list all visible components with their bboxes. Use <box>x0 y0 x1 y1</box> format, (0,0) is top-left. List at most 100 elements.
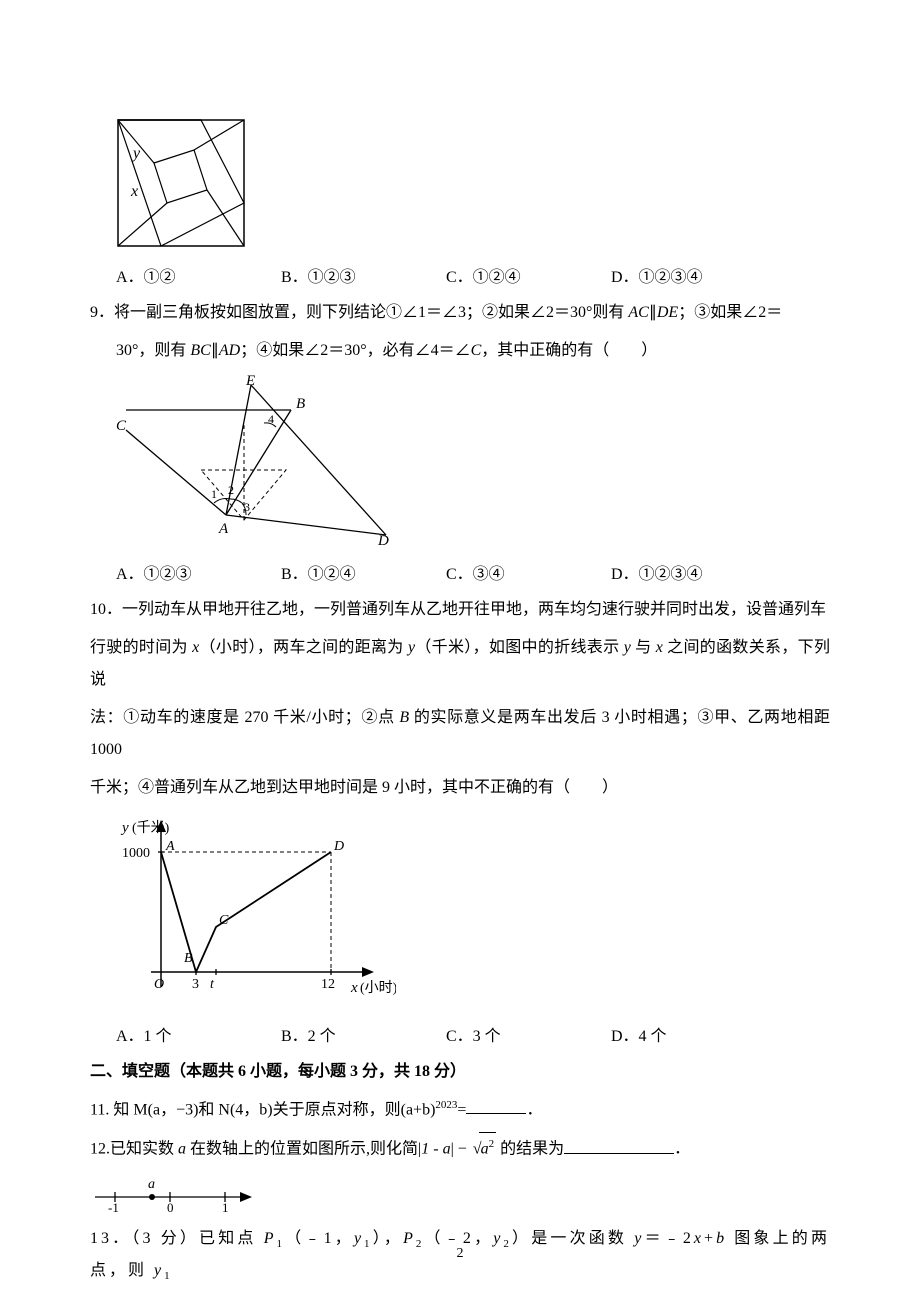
q10-l1: 10．一列动车从甲地开往乙地，一列普通列车从乙地开往甲地，两车均匀速行驶并同时出… <box>90 601 826 618</box>
q13-a: 13．（3 分）已知点 <box>90 1230 264 1247</box>
q13-y2: y <box>493 1230 503 1247</box>
svg-text:(小时): (小时) <box>360 980 396 996</box>
q12-a-it: a <box>178 1141 186 1158</box>
q10-l2x2: x <box>656 639 663 656</box>
section-2-title: 二、填空题（本题共 6 小题，每小题 3 分，共 18 分） <box>90 1056 830 1088</box>
q8-option-d: D．①②③④ <box>611 263 776 287</box>
svg-text:12: 12 <box>321 977 335 992</box>
q12-blank <box>564 1138 674 1154</box>
q10-l2y2: y <box>624 639 631 656</box>
svg-text:E: E <box>245 375 255 389</box>
svg-text:y: y <box>120 820 129 836</box>
q12-abs: |1 - a| <box>418 1141 454 1158</box>
q13-c: ）， <box>373 1230 404 1247</box>
q12-b: 在数轴上的位置如图所示,则化简 <box>186 1141 418 1158</box>
svg-text:O: O <box>154 977 164 992</box>
q9-option-b: B．①②④ <box>281 560 446 584</box>
q13-x: x <box>694 1230 704 1247</box>
q9-cont-1: 30°，则有 <box>116 342 190 359</box>
q11: 11. 知 M(a，−3)和 N(4，b)关于原点对称，则(a+b)2023= ． <box>90 1094 830 1126</box>
svg-text:(千米): (千米) <box>132 820 170 836</box>
q9-option-a: A．①②③ <box>116 560 281 584</box>
q13-b: （﹣1， <box>285 1230 354 1247</box>
svg-text:t: t <box>210 977 215 992</box>
svg-text:x: x <box>350 980 358 996</box>
q10-line1: 10．一列动车从甲地开往乙地，一列普通列车从乙地开往甲地，两车均匀速行驶并同时出… <box>90 594 830 626</box>
q12-minus: − <box>454 1141 471 1158</box>
q9-ad: AD <box>219 342 240 359</box>
q12-c: 的结果为 <box>496 1141 564 1158</box>
q10-line3: 法：①动车的速度是 270 千米/小时；②点 B 的实际意义是两车出发后 3 小… <box>90 702 830 766</box>
q10-l2b: （小时），两车之间的距离为 <box>199 639 408 656</box>
q12: 12.已知实数 a 在数轴上的位置如图所示,则化简|1 - a| − √a2 的… <box>90 1132 830 1165</box>
q12-sqrt-exp: 2 <box>489 1138 495 1150</box>
q10-option-a: A．1 个 <box>116 1022 281 1046</box>
q10-line4: 千米；④普通列车从乙地到达甲地时间是 9 小时，其中不正确的有（ ） <box>90 772 830 804</box>
svg-text:B: B <box>296 396 305 412</box>
svg-text:2: 2 <box>228 483 234 497</box>
q11-a: 11. 知 M(a，−3)和 N(4，b)关于原点对称，则(a+b) <box>90 1101 435 1118</box>
q9-de: DE <box>657 304 678 321</box>
q9-c: C <box>471 342 482 359</box>
q9-ac: AC <box>628 304 648 321</box>
q9-bc: BC <box>190 342 210 359</box>
svg-text:0: 0 <box>167 1200 174 1212</box>
page-number: 2 <box>0 1246 920 1262</box>
svg-text:C: C <box>116 418 127 434</box>
q13-yend: y <box>154 1262 164 1279</box>
q11-b: = <box>457 1101 466 1118</box>
q11-c: ． <box>526 1101 542 1118</box>
svg-text:A: A <box>165 839 175 854</box>
q9-figure: A B C D E 1 2 3 4 <box>116 375 830 550</box>
q8-option-c: C．①②④ <box>446 263 611 287</box>
q9-text-2: ；③如果∠2＝ <box>678 304 782 321</box>
q8-label-y: y <box>131 145 141 162</box>
q8-figure: y x <box>116 118 830 253</box>
svg-text:3: 3 <box>192 977 199 992</box>
svg-text:1: 1 <box>211 487 217 501</box>
svg-text:-1: -1 <box>108 1200 119 1212</box>
q12-sqrt-a: a <box>481 1141 489 1158</box>
svg-text:1: 1 <box>222 1200 229 1212</box>
q13-e: ）是一次函数 <box>512 1230 634 1247</box>
q10-option-c: C．3 个 <box>446 1022 611 1046</box>
q9-continued: 30°，则有 BC∥AD；④如果∠2＝30°，必有∠4＝∠C，其中正确的有（ ） <box>116 335 830 367</box>
q11-exp: 2023 <box>435 1099 457 1111</box>
q13-p2: P <box>403 1230 416 1247</box>
svg-text:a: a <box>148 1177 155 1192</box>
svg-text:C: C <box>219 913 229 928</box>
q9-text-1: 9．将一副三角板按如图放置，则下列结论①∠1＝∠3；②如果∠2＝30°则有 <box>90 304 628 321</box>
svg-text:4: 4 <box>268 412 274 426</box>
q10-figure: y (千米) x (小时) 1000 A B C D O 3 t 12 <box>116 812 830 1012</box>
svg-text:A: A <box>218 521 229 537</box>
q9-options: A．①②③ B．①②④ C．③④ D．①②③④ <box>116 560 830 584</box>
q13-plus: + <box>704 1230 716 1247</box>
q10-options: A．1 个 B．2 个 C．3 个 D．4 个 <box>116 1022 830 1046</box>
q12-a: 12.已知实数 <box>90 1141 178 1158</box>
q12-sqrt: √a2 <box>471 1132 496 1165</box>
q8-options: A．①② B．①②③ C．①②④ D．①②③④ <box>116 263 830 287</box>
q8-label-x: x <box>130 183 138 200</box>
num-line-svg: a -1 0 1 <box>90 1172 260 1212</box>
svg-text:D: D <box>333 839 344 854</box>
q10-l2a: 行驶的时间为 <box>90 639 192 656</box>
q12-abs-a: a <box>443 1141 451 1158</box>
q10-l2d: 与 <box>631 639 656 656</box>
q13-d: （﹣2， <box>424 1230 493 1247</box>
q10-line2: 行驶的时间为 x（小时），两车之间的距离为 y（千米），如图中的折线表示 y 与… <box>90 632 830 696</box>
q11-blank <box>466 1098 526 1114</box>
q9-diagram-svg: A B C D E 1 2 3 4 <box>116 375 396 545</box>
q8-option-a: A．①② <box>116 263 281 287</box>
q10-chart-svg: y (千米) x (小时) 1000 A B C D O 3 t 12 <box>116 812 396 1007</box>
q13-eq: ＝﹣2 <box>644 1230 694 1247</box>
q10-l2c: （千米），如图中的折线表示 <box>415 639 624 656</box>
q8-option-b: B．①②③ <box>281 263 446 287</box>
q10-option-d: D．4 个 <box>611 1022 776 1046</box>
svg-text:3: 3 <box>244 500 250 514</box>
q9-option-d: D．①②③④ <box>611 560 776 584</box>
q13-subend: 1 <box>164 1270 173 1282</box>
q10-l3a: 法：①动车的速度是 270 千米/小时；②点 <box>90 709 399 726</box>
q13-bvar: b <box>716 1230 727 1247</box>
q10-option-b: B．2 个 <box>281 1022 446 1046</box>
q13-p1: P <box>264 1230 277 1247</box>
